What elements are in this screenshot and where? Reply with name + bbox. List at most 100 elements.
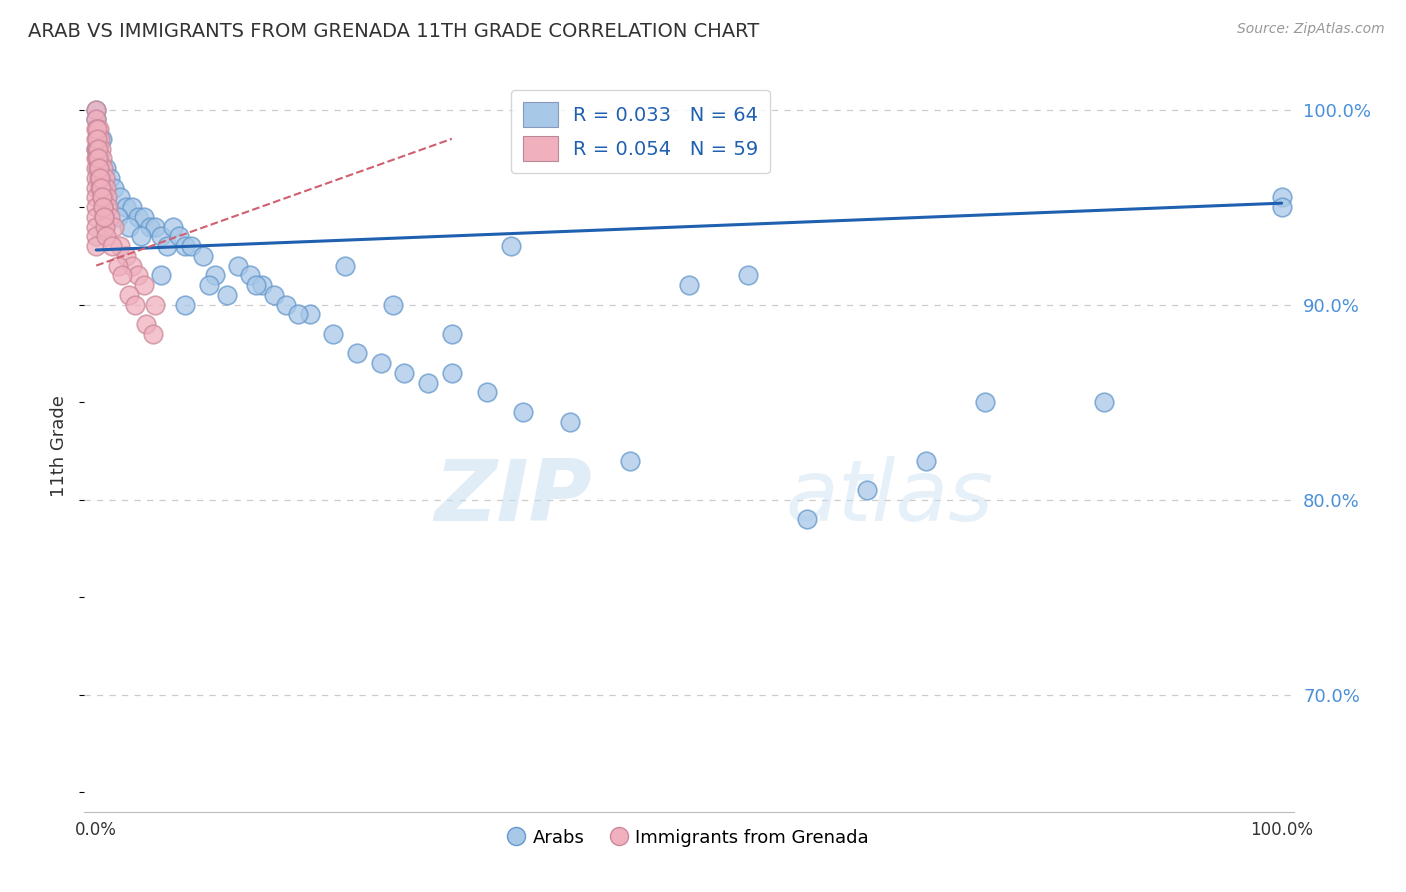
Point — [1271, 190, 1294, 204]
Point — [84, 229, 107, 244]
Point — [84, 142, 107, 156]
Point — [90, 190, 112, 204]
Point — [132, 278, 155, 293]
Point — [370, 356, 392, 370]
Point — [93, 210, 115, 224]
Point — [107, 210, 129, 224]
Point — [100, 170, 122, 185]
Point — [90, 180, 112, 194]
Text: ARAB VS IMMIGRANTS FROM GRENADA 11TH GRADE CORRELATION CHART: ARAB VS IMMIGRANTS FROM GRENADA 11TH GRA… — [28, 22, 759, 41]
Point — [974, 395, 997, 409]
Point — [138, 219, 160, 234]
Point — [180, 239, 202, 253]
Point — [174, 239, 197, 253]
Point — [84, 103, 107, 117]
Point — [84, 170, 107, 185]
Point — [121, 200, 143, 214]
Point — [90, 142, 112, 156]
Point — [142, 326, 165, 341]
Point — [100, 239, 122, 253]
Point — [124, 297, 146, 311]
Point — [96, 190, 118, 204]
Point — [96, 229, 118, 244]
Point — [90, 190, 112, 204]
Point — [86, 142, 108, 156]
Point — [86, 132, 108, 146]
Point — [127, 210, 149, 224]
Point — [150, 268, 173, 283]
Point — [108, 239, 131, 253]
Point — [84, 180, 107, 194]
Point — [87, 122, 110, 136]
Point — [87, 161, 110, 175]
Point — [477, 385, 499, 400]
Point — [418, 376, 440, 390]
Point — [394, 366, 416, 380]
Point — [150, 229, 173, 244]
Point — [94, 180, 117, 194]
Point — [84, 112, 107, 127]
Point — [87, 151, 110, 165]
Point — [619, 453, 641, 467]
Point — [84, 122, 107, 136]
Point — [263, 288, 285, 302]
Point — [108, 190, 131, 204]
Point — [162, 219, 184, 234]
Point — [111, 268, 134, 283]
Point — [91, 200, 114, 214]
Point — [84, 210, 107, 224]
Text: atlas: atlas — [786, 456, 994, 539]
Point — [274, 297, 297, 311]
Point — [91, 132, 114, 146]
Point — [121, 259, 143, 273]
Point — [145, 219, 167, 234]
Point — [86, 151, 108, 165]
Y-axis label: 11th Grade: 11th Grade — [51, 395, 69, 497]
Point — [512, 405, 534, 419]
Point — [84, 112, 107, 127]
Point — [84, 161, 107, 175]
Point — [87, 151, 110, 165]
Point — [298, 307, 321, 321]
Point — [84, 142, 107, 156]
Point — [89, 132, 111, 146]
Point — [167, 229, 190, 244]
Point — [84, 219, 107, 234]
Point — [737, 268, 759, 283]
Point — [1092, 395, 1115, 409]
Point — [145, 297, 167, 311]
Point — [115, 249, 138, 263]
Point — [89, 180, 111, 194]
Point — [84, 132, 107, 146]
Point — [239, 268, 262, 283]
Point — [228, 259, 250, 273]
Point — [440, 366, 463, 380]
Point — [91, 180, 114, 194]
Text: ZIP: ZIP — [434, 456, 592, 539]
Point — [93, 170, 115, 185]
Point — [215, 288, 238, 302]
Point — [191, 249, 214, 263]
Point — [560, 415, 582, 429]
Point — [174, 297, 197, 311]
Point — [115, 200, 138, 214]
Point — [94, 161, 117, 175]
Point — [796, 512, 818, 526]
Point — [91, 200, 114, 214]
Point — [322, 326, 344, 341]
Point — [127, 268, 149, 283]
Point — [245, 278, 267, 293]
Point — [103, 180, 125, 194]
Point — [204, 268, 226, 283]
Point — [100, 210, 122, 224]
Point — [97, 200, 120, 214]
Point — [129, 229, 152, 244]
Point — [333, 259, 356, 273]
Point — [94, 219, 117, 234]
Point — [118, 288, 141, 302]
Point — [501, 239, 523, 253]
Point — [156, 239, 179, 253]
Point — [103, 219, 125, 234]
Point — [89, 170, 111, 185]
Point — [107, 259, 129, 273]
